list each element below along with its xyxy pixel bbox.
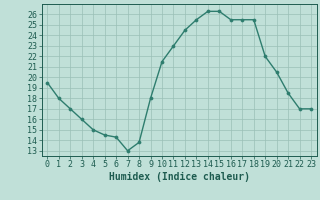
X-axis label: Humidex (Indice chaleur): Humidex (Indice chaleur) [109,172,250,182]
